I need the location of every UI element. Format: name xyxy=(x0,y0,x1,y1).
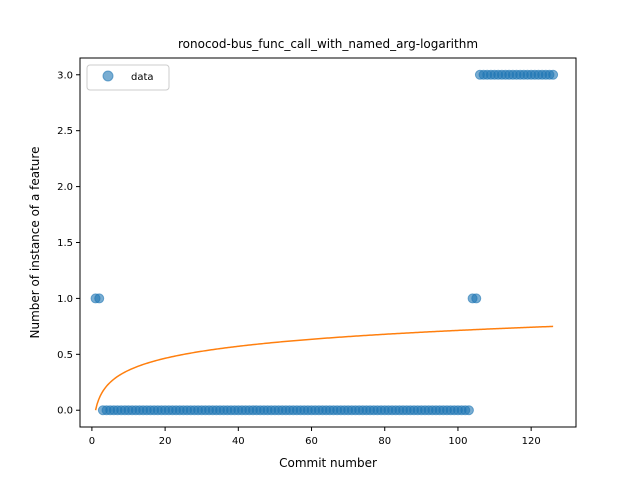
data-point xyxy=(548,69,559,80)
y-axis: 0.0 0.5 1.0 1.5 2.0 2.5 3.0 xyxy=(57,70,80,417)
legend-box xyxy=(86,64,170,91)
y-tick-label: 3.0 xyxy=(57,70,73,81)
x-tick-label: 100 xyxy=(448,436,467,447)
y-tick-label: 1.5 xyxy=(57,238,73,249)
data-point xyxy=(463,405,474,416)
y-tick-label: 0.0 xyxy=(57,406,73,417)
data-point xyxy=(94,293,105,304)
legend-marker-data xyxy=(102,70,114,82)
y-tick-label: 0.5 xyxy=(57,350,73,361)
x-tick-label: 0 xyxy=(89,436,95,447)
x-tick-label: 20 xyxy=(159,436,172,447)
y-tick-label: 2.5 xyxy=(57,126,73,137)
y-tick-label: 2.0 xyxy=(57,182,73,193)
chart-title: ronocod-bus_func_call_with_named_arg-log… xyxy=(178,37,478,51)
x-tick-label: 40 xyxy=(232,436,245,447)
x-axis-label: Commit number xyxy=(279,456,377,470)
y-axis-label: Number of instance of a feature xyxy=(28,147,42,339)
data-marks xyxy=(90,69,559,416)
x-tick-label: 60 xyxy=(305,436,318,447)
x-axis: 0 20 40 60 80 100 120 xyxy=(89,427,541,447)
x-tick-label: 80 xyxy=(378,436,391,447)
x-tick-label: 120 xyxy=(522,436,541,447)
legend-label-data: data xyxy=(131,72,154,83)
legend: data xyxy=(86,64,170,91)
y-tick-label: 1.0 xyxy=(57,294,73,305)
fit-line xyxy=(94,325,554,411)
data-point xyxy=(471,293,482,304)
